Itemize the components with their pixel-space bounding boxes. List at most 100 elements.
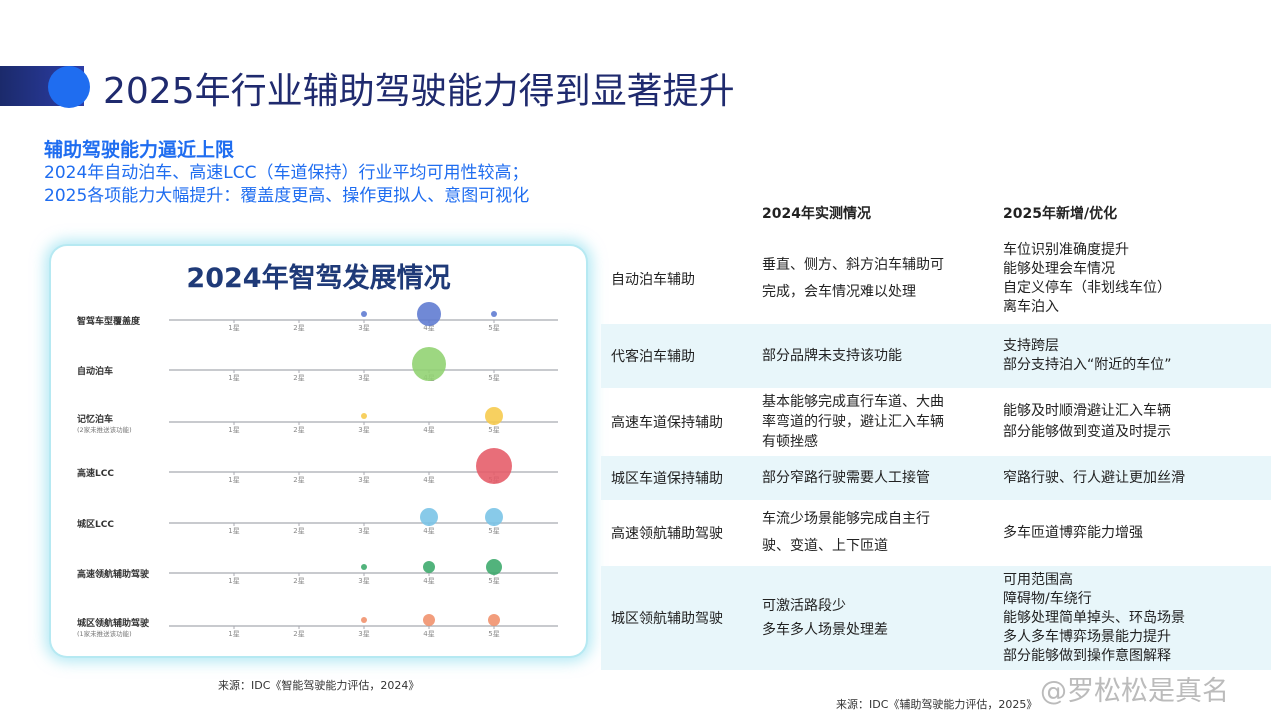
tick-label: 5星	[488, 577, 499, 585]
tick-label: 4星	[423, 324, 434, 332]
chart-card: 2024年智驾发展情况 1星2星3星4星5星智驾车型覆盖度1星2星3星4星5星自…	[51, 246, 586, 656]
tick-label: 4星	[423, 426, 434, 434]
chart-title: 2024年智驾发展情况	[186, 263, 451, 294]
row-2025-line: 多人多车博弈场景能力提升	[1003, 628, 1171, 645]
tick-label: 2星	[293, 577, 304, 585]
data-bubble	[420, 508, 438, 526]
tick-label: 1星	[228, 374, 239, 382]
row-2025-line: 部分能够做到操作意图解释	[1003, 647, 1171, 664]
intro-line-2: 2025各项能力大幅提升：覆盖度更高、操作更拟人、意图可视化	[44, 186, 530, 206]
row-2025-line: 部分支持泊入“附近的车位”	[1003, 357, 1172, 373]
tick-label: 1星	[228, 426, 239, 434]
title-accent-dot	[48, 66, 90, 108]
row-2025-line: 窄路行驶、行人避让更加丝滑	[1003, 469, 1185, 486]
page-title: 2025年行业辅助驾驶能力得到显著提升	[103, 71, 735, 112]
row-feature-name: 高速领航辅助驾驶	[611, 526, 723, 542]
table-source: 来源：IDC《辅助驾驶能力评估，2025》	[836, 698, 1038, 711]
row-2024-text: 部分窄路行驶需要人工接管	[762, 466, 982, 490]
tick-label: 4星	[423, 476, 434, 484]
table-row: 城区领航辅助驾驶 可激活路段少 多车多人场景处理差 可用范围高 障碍物/车绕行 …	[601, 566, 1271, 670]
tick-label: 5星	[488, 324, 499, 332]
row-2024-text: 车流少场景能够完成自主行 驶、变道、上下匝道	[762, 506, 982, 560]
data-bubble	[361, 617, 367, 623]
row-2025-line: 多车匝道博弈能力增强	[1003, 524, 1143, 541]
row-feature-name: 代客泊车辅助	[611, 349, 695, 365]
tick-label: 3星	[358, 577, 369, 585]
data-bubble	[476, 448, 512, 484]
row-sublabel: (2家未推送该功能)	[77, 425, 132, 434]
tick-label: 3星	[358, 527, 369, 535]
row-sublabel: (1家未推送该功能)	[77, 629, 132, 638]
data-bubble	[361, 311, 367, 317]
row-2025-text: 车位识别准确度提升 能够处理会车情况 自定义停车（非划线车位） 离车泊入	[1003, 241, 1265, 317]
data-bubble	[485, 508, 503, 526]
data-bubble	[488, 614, 500, 626]
tick-label: 1星	[228, 527, 239, 535]
row-feature-name: 城区车道保持辅助	[611, 471, 723, 487]
row-2025-line: 可用范围高	[1003, 571, 1073, 588]
row-2024-line: 可激活路段少	[762, 598, 846, 614]
row-2024-text: 可激活路段少 多车多人场景处理差	[762, 594, 982, 642]
tick-label: 2星	[293, 324, 304, 332]
tick-label: 3星	[358, 324, 369, 332]
watermark: @罗松松是真名	[1040, 676, 1229, 707]
row-2024-line: 车流少场景能够完成自主行	[762, 511, 930, 527]
tick-label: 2星	[293, 630, 304, 638]
row-2025-text: 多车匝道博弈能力增强	[1003, 524, 1265, 543]
tick-label: 5星	[488, 374, 499, 382]
row-2025-text: 支持跨层 部分支持泊入“附近的车位”	[1003, 337, 1265, 375]
tick-label: 1星	[228, 324, 239, 332]
tick-label: 2星	[293, 426, 304, 434]
row-feature-name: 高速车道保持辅助	[611, 415, 723, 431]
data-bubble	[491, 311, 497, 317]
row-2025-line: 能够处理会车情况	[1003, 261, 1115, 277]
row-2025-line: 部分能够做到变道及时提示	[1003, 424, 1171, 440]
bubble-chart: 1星2星3星4星5星智驾车型覆盖度1星2星3星4星5星自动泊车1星2星3星4星5…	[77, 302, 558, 638]
data-bubble	[417, 302, 441, 326]
row-2024-line: 垂直、侧方、斜方泊车辅助可	[762, 257, 944, 273]
row-2024-text: 基本能够完成直行车道、大曲 率弯道的行驶，避让汇入车辆 有顿挫感	[762, 392, 982, 452]
row-2024-line: 率弯道的行驶，避让汇入车辆	[762, 414, 944, 430]
row-2025-line: 离车泊入	[1003, 299, 1059, 315]
row-label: 高速领航辅助驾驶	[77, 568, 150, 580]
tick-label: 3星	[358, 476, 369, 484]
tick-label: 5星	[488, 630, 499, 638]
tick-label: 3星	[358, 630, 369, 638]
intro-heading: 辅助驾驶能力逼近上限	[44, 139, 235, 161]
table-header-2025: 2025年新增/优化	[1003, 206, 1118, 222]
row-2025-line: 障碍物/车绕行	[1003, 590, 1092, 607]
row-label: 自动泊车	[77, 365, 113, 377]
tick-label: 4星	[423, 630, 434, 638]
row-2024-line: 部分品牌未支持该功能	[762, 348, 902, 364]
data-bubble	[423, 614, 435, 626]
row-2024-line: 基本能够完成直行车道、大曲	[762, 394, 944, 410]
row-2024-line: 完成，会车情况难以处理	[762, 284, 916, 300]
row-2024-text: 垂直、侧方、斜方泊车辅助可 完成，会车情况难以处理	[762, 252, 982, 306]
tick-label: 2星	[293, 527, 304, 535]
tick-label: 1星	[228, 577, 239, 585]
row-2025-text: 能够及时顺滑避让汇入车辆 部分能够做到变道及时提示	[1003, 401, 1265, 443]
data-bubble	[485, 407, 503, 425]
intro-block: 辅助驾驶能力逼近上限 2024年自动泊车、高速LCC（车道保持）行业平均可用性较…	[44, 138, 529, 208]
row-feature-name: 城区领航辅助驾驶	[611, 611, 723, 627]
row-2024-line: 驶、变道、上下匝道	[762, 538, 888, 554]
tick-label: 5星	[488, 426, 499, 434]
data-bubble	[412, 347, 446, 381]
tick-label: 5星	[488, 527, 499, 535]
table-header-2024: 2024年实测情况	[762, 206, 871, 222]
chart-source: 来源：IDC《智能驾驶能力评估，2024》	[218, 679, 420, 692]
row-label: 城区领航辅助驾驶	[77, 617, 150, 629]
tick-label: 3星	[358, 426, 369, 434]
row-2024-line: 部分窄路行驶需要人工接管	[762, 470, 930, 486]
row-2024-text: 部分品牌未支持该功能	[762, 344, 982, 368]
data-bubble	[361, 413, 367, 419]
row-label: 记忆泊车	[77, 413, 113, 425]
row-2025-line: 能够处理简单掉头、环岛场景	[1003, 609, 1185, 626]
row-2024-line: 多车多人场景处理差	[762, 622, 888, 638]
data-bubble	[361, 564, 367, 570]
tick-label: 1星	[228, 476, 239, 484]
table-row: 高速领航辅助驾驶 车流少场景能够完成自主行 驶、变道、上下匝道 多车匝道博弈能力…	[601, 502, 1271, 564]
tick-label: 4星	[423, 577, 434, 585]
row-2025-line: 支持跨层	[1003, 338, 1059, 354]
tick-label: 2星	[293, 374, 304, 382]
